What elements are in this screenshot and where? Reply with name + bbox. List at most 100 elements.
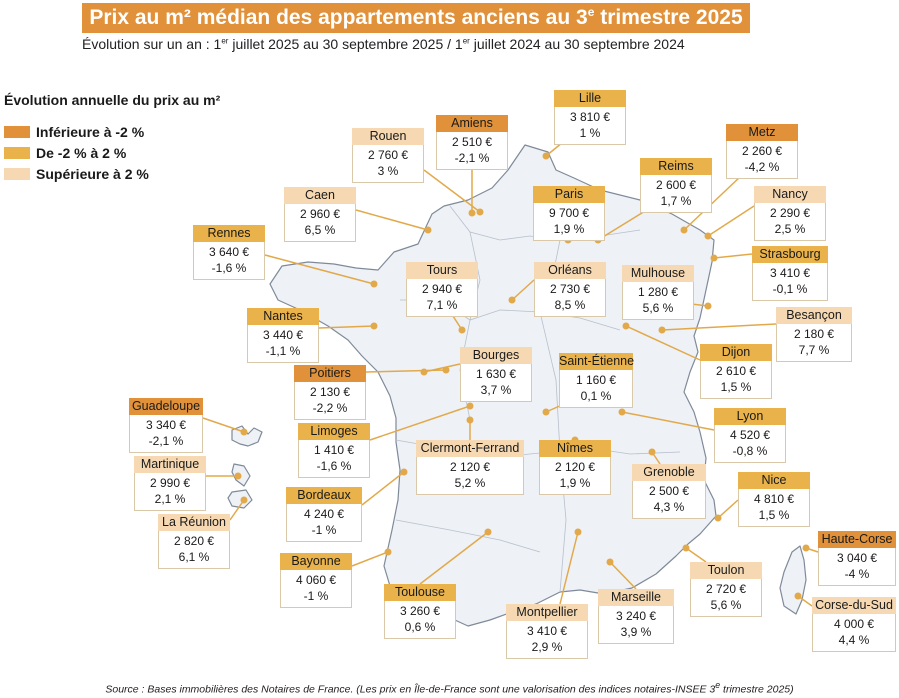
leader-line-toulon <box>685 547 707 563</box>
city-price: 3 810 € <box>569 110 611 124</box>
city-change: 7,7 % <box>798 343 830 357</box>
city-price: 4 000 € <box>833 617 875 631</box>
city-box-haute-corse: Haute-Corse 3 040 € -4 % <box>818 531 896 586</box>
city-name: Lyon <box>714 408 786 425</box>
city-price: 3 410 € <box>526 624 568 638</box>
city-dot-marseille <box>606 558 614 566</box>
region-border-southwest <box>395 519 541 553</box>
city-price: 3 440 € <box>262 328 304 342</box>
city-box-dijon: Dijon 2 610 € 1,5 % <box>700 344 772 399</box>
city-dot-orleans <box>508 296 516 304</box>
city-change: -1,6 % <box>211 261 247 275</box>
city-change: 5,6 % <box>710 598 742 612</box>
city-name: La Réunion <box>158 514 230 531</box>
city-price: 2 990 € <box>149 476 191 490</box>
city-dot-martinique <box>234 472 242 480</box>
reunion-shape <box>227 489 253 509</box>
city-dot-toulouse <box>484 528 492 536</box>
city-price: 3 040 € <box>836 551 878 565</box>
city-dot-caen <box>424 226 432 234</box>
city-price: 2 120 € <box>449 460 491 474</box>
city-box-guadeloupe: Guadeloupe 3 340 € -2,1 % <box>129 398 203 453</box>
city-box-saint-etienne: Saint-Étienne 1 160 € 0,1 % <box>559 353 634 408</box>
city-name: Clermont-Ferrand <box>416 440 524 457</box>
city-change: 0,1 % <box>580 389 612 403</box>
city-box-reims: Reims 2 600 € 1,7 % <box>640 158 712 213</box>
city-dot-clermont-ferrand <box>466 416 474 424</box>
city-name: Strasbourg <box>752 246 828 263</box>
city-change: 1,5 % <box>758 508 790 522</box>
city-name: Marseille <box>598 589 674 606</box>
city-dot-tours <box>458 326 466 334</box>
city-dot-nantes <box>370 322 378 330</box>
city-change: 3,9 % <box>620 625 652 639</box>
city-price: 2 290 € <box>769 206 811 220</box>
legend-title: Évolution annuelle du prix au m² <box>4 92 221 108</box>
city-box-bayonne: Bayonne 4 060 € -1 % <box>280 553 352 608</box>
city-dot-corse-du-sud <box>794 592 802 600</box>
city-box-orleans: Orléans 2 730 € 8,5 % <box>534 262 606 317</box>
city-change: 6,5 % <box>304 223 336 237</box>
legend-swatch <box>4 147 30 159</box>
city-name: Reims <box>640 158 712 175</box>
city-box-bordeaux: Bordeaux 4 240 € -1 % <box>286 487 362 542</box>
city-box-paris: Paris 9 700 € 1,9 % <box>533 186 605 241</box>
city-name: Rouen <box>352 128 424 145</box>
city-price: 2 960 € <box>299 207 341 221</box>
city-box-nice: Nice 4 810 € 1,5 % <box>738 472 810 527</box>
city-box-rouen: Rouen 2 760 € 3 % <box>352 128 424 183</box>
city-price: 2 940 € <box>421 282 463 296</box>
city-dot-lille <box>542 152 550 160</box>
leader-line-rouen <box>423 169 481 213</box>
city-change: 2,5 % <box>774 222 806 236</box>
city-name: Haute-Corse <box>818 531 896 548</box>
city-name: Mulhouse <box>622 265 694 282</box>
city-dot-nice <box>714 514 722 522</box>
city-change: -2,2 % <box>312 401 348 415</box>
source-note: Source : Bases immobilières des Notaires… <box>105 680 794 696</box>
city-price: 2 730 € <box>549 282 591 296</box>
city-box-lyon: Lyon 4 520 € -0,8 % <box>714 408 786 463</box>
city-name: Lille <box>554 90 626 107</box>
city-dot-nancy <box>704 232 712 240</box>
city-dot-haute-corse <box>802 544 810 552</box>
leader-line-guadeloupe <box>202 417 245 433</box>
city-change: -1,6 % <box>316 459 352 473</box>
city-name: Tours <box>406 262 478 279</box>
city-price: 2 820 € <box>173 534 215 548</box>
city-dot-montpellier <box>574 528 582 536</box>
city-box-clermont-ferrand: Clermont-Ferrand 2 120 € 5,2 % <box>416 440 524 495</box>
city-name: Montpellier <box>506 604 588 621</box>
city-dot-saint-etienne <box>542 408 550 416</box>
city-box-rennes: Rennes 3 640 € -1,6 % <box>193 225 265 280</box>
city-box-strasbourg: Strasbourg 3 410 € -0,1 % <box>752 246 828 301</box>
city-name: Besançon <box>776 307 852 324</box>
city-box-metz: Metz 2 260 € -4,2 % <box>726 124 798 179</box>
city-name: Bourges <box>460 347 532 364</box>
city-box-marseille: Marseille 3 240 € 3,9 % <box>598 589 674 644</box>
city-dot-rouen <box>476 208 484 216</box>
city-dot-dijon <box>622 322 630 330</box>
city-box-poitiers: Poitiers 2 130 € -2,2 % <box>294 365 366 420</box>
leader-line-toulouse <box>419 531 489 585</box>
leader-line-la-reunion <box>229 499 245 521</box>
city-change: -1 % <box>311 523 337 537</box>
city-change: 7,1 % <box>426 298 458 312</box>
city-change: 1,5 % <box>720 380 752 394</box>
city-box-nancy: Nancy 2 290 € 2,5 % <box>754 186 826 241</box>
city-dot-besancon <box>658 326 666 334</box>
city-dot-poitiers <box>442 366 450 374</box>
city-change: -4,2 % <box>744 160 780 174</box>
city-price: 3 410 € <box>769 266 811 280</box>
city-box-toulon: Toulon 2 720 € 5,6 % <box>690 562 762 617</box>
city-price: 3 260 € <box>399 604 441 618</box>
corsica-shape <box>779 545 807 615</box>
city-dot-bourges <box>420 368 428 376</box>
city-box-nimes: Nîmes 2 120 € 1,9 % <box>539 440 611 495</box>
city-price: 2 260 € <box>741 144 783 158</box>
city-change: 2,1 % <box>154 492 186 506</box>
city-price: 2 500 € <box>648 484 690 498</box>
leader-line-lyon <box>621 411 715 431</box>
city-price: 2 130 € <box>309 385 351 399</box>
leader-line-montpellier <box>559 531 579 605</box>
